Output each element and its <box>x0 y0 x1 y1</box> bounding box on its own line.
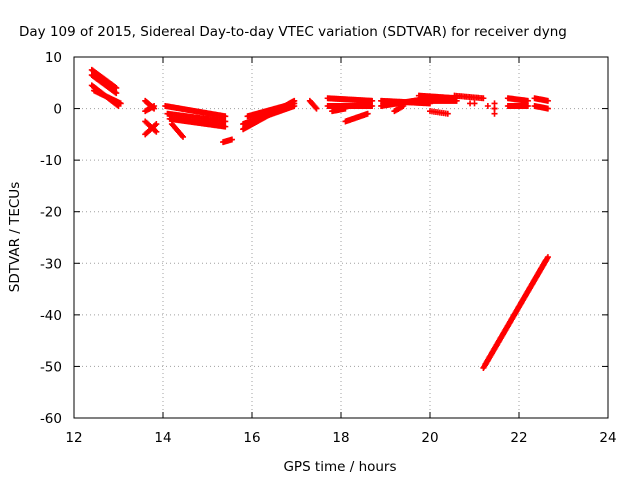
data-point <box>544 254 551 261</box>
x-axis-label: GPS time / hours <box>283 459 396 475</box>
x-tick-label: 14 <box>154 430 171 446</box>
data-point <box>312 104 319 111</box>
data-point <box>491 105 498 112</box>
chart-title: Day 109 of 2015, Sidereal Day-to-day VTE… <box>19 24 567 40</box>
data-point <box>222 118 229 125</box>
data-point <box>222 123 229 130</box>
data-point <box>117 100 124 107</box>
y-tick-label: -30 <box>40 256 62 272</box>
data-point <box>480 95 487 102</box>
y-tick-label: -50 <box>40 359 62 375</box>
data-point <box>544 105 551 112</box>
data-point <box>113 84 120 91</box>
x-tick-label: 18 <box>332 430 349 446</box>
data-point <box>491 110 498 117</box>
data-point <box>291 100 298 107</box>
data-point <box>364 110 371 117</box>
x-tick-label: 20 <box>421 430 438 446</box>
y-axis-label: SDTVAR / TECUs <box>7 182 23 292</box>
data-point <box>484 102 491 109</box>
data-point <box>544 97 551 104</box>
data-point <box>153 128 160 135</box>
y-tick-label: -20 <box>40 205 62 221</box>
ticks: 12 14 16 18 20 22 24 10 0 -10 -20 -30 -40 -50 -60 <box>40 50 617 446</box>
y-tick-label: -40 <box>40 308 62 324</box>
x-tick-label: 24 <box>599 430 616 446</box>
data-point <box>524 97 531 104</box>
x-tick-label: 22 <box>510 430 527 446</box>
x-tick-label: 16 <box>243 430 260 446</box>
data-point <box>471 100 478 107</box>
data-point <box>444 110 451 117</box>
data-point <box>179 132 186 139</box>
y-tick-label: 0 <box>53 102 62 118</box>
data-point <box>369 102 376 109</box>
data-point <box>369 97 376 104</box>
data-point <box>313 105 320 112</box>
data-point <box>228 136 235 143</box>
data-point <box>491 100 498 107</box>
x-tick-label: 12 <box>65 430 82 446</box>
data-point <box>113 90 120 97</box>
data-point <box>342 105 349 112</box>
data-point <box>151 102 158 109</box>
data-point <box>400 102 407 109</box>
y-tick-label: -60 <box>40 411 62 427</box>
data-point <box>153 121 160 128</box>
data-point <box>180 133 187 140</box>
data-points <box>88 66 551 371</box>
y-tick-label: -10 <box>40 153 62 169</box>
data-point <box>524 102 531 109</box>
y-tick-label: 10 <box>45 50 62 66</box>
data-point <box>453 97 460 104</box>
data-point <box>222 113 229 120</box>
